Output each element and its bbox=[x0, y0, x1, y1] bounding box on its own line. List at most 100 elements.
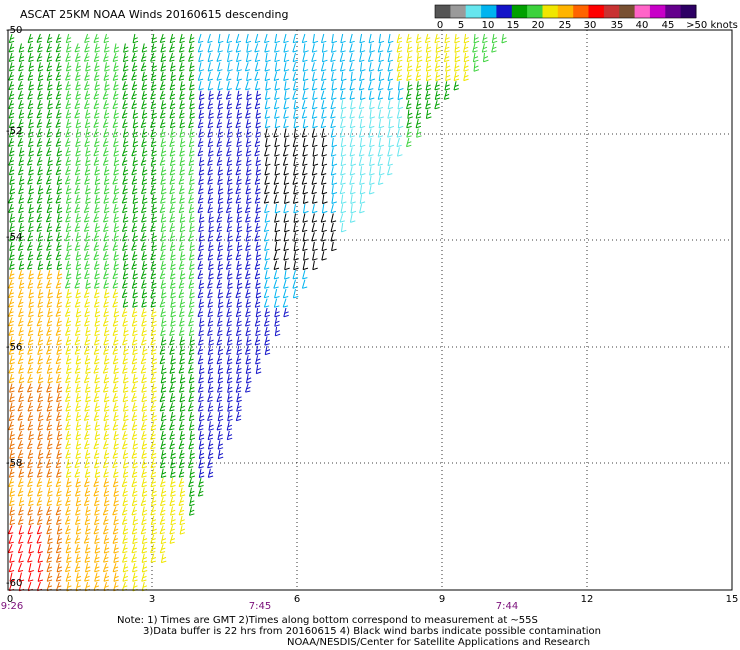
wind-barb bbox=[9, 449, 15, 459]
wind-barb bbox=[141, 43, 148, 53]
wind-barb bbox=[406, 43, 413, 53]
wind-barb bbox=[140, 421, 147, 431]
wind-barb bbox=[188, 355, 194, 365]
wind-barb bbox=[227, 232, 233, 242]
wind-barb bbox=[378, 137, 385, 148]
wind-barb bbox=[84, 355, 91, 365]
wind-barb bbox=[198, 411, 205, 422]
wind-barb bbox=[9, 270, 15, 280]
colorbar-swatch bbox=[649, 5, 666, 18]
wind-barb bbox=[65, 383, 71, 393]
wind-barb bbox=[264, 326, 270, 337]
wind-barb bbox=[131, 402, 138, 412]
wind-barb bbox=[378, 52, 384, 63]
wind-barb bbox=[387, 71, 394, 82]
wind-barb bbox=[292, 52, 299, 63]
wind-barb bbox=[150, 421, 157, 431]
wind-barb bbox=[169, 402, 175, 412]
wind-barb bbox=[339, 128, 346, 138]
wind-barb bbox=[150, 81, 157, 91]
wind-barb bbox=[254, 270, 261, 280]
wind-barb bbox=[18, 251, 24, 261]
wind-barb bbox=[122, 487, 128, 497]
wind-barb bbox=[312, 241, 318, 252]
wind-barb bbox=[8, 109, 15, 119]
wind-barb bbox=[66, 364, 72, 374]
wind-barb bbox=[140, 222, 147, 232]
wind-barb bbox=[236, 204, 243, 214]
wind-barb bbox=[217, 109, 223, 119]
wind-barb bbox=[254, 43, 260, 53]
wind-barb bbox=[36, 496, 43, 506]
wind-barb bbox=[179, 270, 186, 280]
wind-barb bbox=[93, 71, 100, 81]
wind-barb bbox=[27, 534, 33, 544]
wind-barb bbox=[406, 52, 413, 63]
wind-barb bbox=[350, 194, 356, 204]
wind-barb bbox=[18, 317, 24, 327]
wind-barb bbox=[255, 203, 261, 214]
wind-barb bbox=[301, 279, 308, 289]
wind-barb bbox=[312, 260, 318, 271]
wind-barb bbox=[255, 109, 262, 119]
wind-barb bbox=[27, 553, 33, 563]
wind-barb bbox=[36, 203, 43, 213]
wind-barb bbox=[8, 563, 15, 573]
wind-barb bbox=[283, 100, 289, 110]
wind-barb bbox=[27, 241, 33, 251]
wind-barb bbox=[472, 52, 479, 63]
wind-barb bbox=[84, 468, 91, 478]
wind-barb bbox=[102, 563, 109, 573]
wind-barb bbox=[36, 222, 43, 232]
wind-barb bbox=[46, 203, 53, 214]
wind-barb bbox=[274, 222, 281, 233]
wind-barb bbox=[8, 317, 14, 327]
wind-barb bbox=[150, 326, 157, 337]
wind-barb bbox=[121, 222, 128, 232]
wind-barb bbox=[140, 232, 147, 242]
wind-barb bbox=[235, 118, 241, 129]
wind-barb bbox=[84, 33, 90, 43]
wind-barb bbox=[17, 430, 24, 440]
wind-barb bbox=[179, 298, 186, 308]
wind-barb bbox=[274, 52, 280, 63]
wind-barb bbox=[9, 251, 15, 261]
wind-barb bbox=[160, 175, 166, 185]
wind-barb bbox=[226, 100, 233, 110]
wind-barb bbox=[454, 62, 460, 72]
wind-barb bbox=[189, 487, 195, 497]
colorbar-swatch bbox=[557, 5, 574, 18]
wind-barb bbox=[321, 100, 327, 110]
colorbar-tick: 20 bbox=[531, 20, 545, 31]
wind-barb bbox=[198, 156, 205, 167]
wind-barb bbox=[113, 515, 119, 526]
wind-barb bbox=[65, 232, 71, 242]
wind-barb bbox=[188, 326, 195, 337]
wind-barb bbox=[407, 81, 413, 91]
wind-barb bbox=[27, 487, 34, 497]
wind-barb bbox=[283, 213, 290, 223]
wind-barb bbox=[56, 62, 62, 72]
wind-barb bbox=[284, 222, 290, 233]
wind-barb bbox=[415, 71, 422, 81]
wind-barb bbox=[302, 166, 308, 176]
wind-barb bbox=[37, 392, 44, 403]
wind-barb bbox=[84, 553, 91, 563]
wind-barb bbox=[226, 326, 232, 337]
wind-barb bbox=[46, 109, 53, 119]
wind-barb bbox=[28, 203, 34, 214]
wind-barb bbox=[178, 477, 185, 488]
wind-barb bbox=[141, 128, 148, 138]
lon-label: 12 bbox=[580, 594, 594, 605]
wind-barb bbox=[160, 166, 167, 176]
wind-barb bbox=[340, 90, 346, 100]
wind-barb bbox=[179, 147, 185, 157]
wind-barb bbox=[483, 52, 489, 63]
wind-barb bbox=[170, 251, 176, 261]
wind-barb bbox=[27, 232, 33, 242]
wind-barb bbox=[387, 33, 394, 44]
wind-barb bbox=[18, 553, 24, 563]
wind-barb bbox=[161, 289, 167, 299]
wind-barb bbox=[302, 260, 309, 271]
note-line: Note: 1) Times are GMT 2)Times along bot… bbox=[117, 615, 538, 626]
